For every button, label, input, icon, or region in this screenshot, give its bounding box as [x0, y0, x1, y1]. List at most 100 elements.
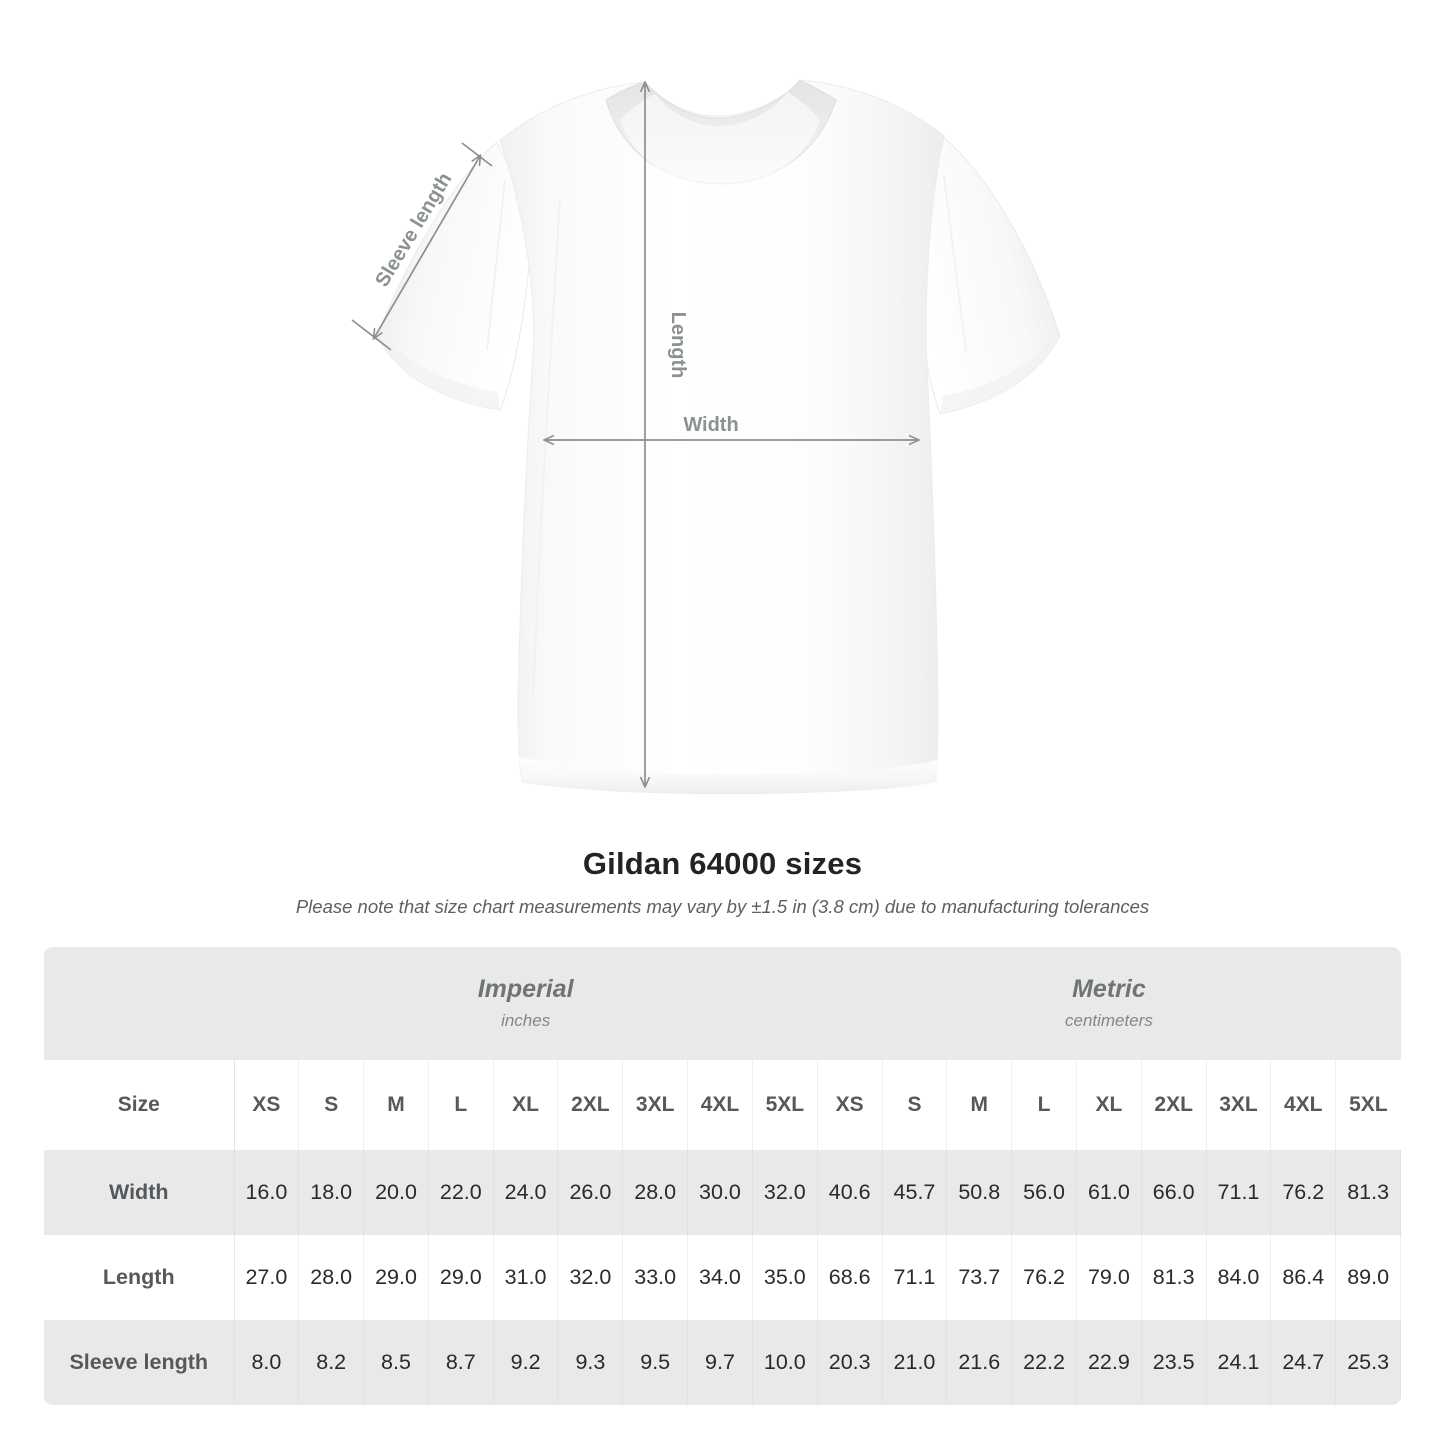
measurement-cell: 45.7 — [882, 1150, 948, 1235]
imperial-unit: inches — [501, 1011, 551, 1031]
measurement-cell: 76.2 — [1011, 1235, 1077, 1320]
tolerance-note: Please note that size chart measurements… — [295, 896, 1150, 918]
measurement-cell: 68.6 — [817, 1235, 883, 1320]
measurement-cell: 20.3 — [817, 1320, 883, 1405]
measurement-cell: 26.0 — [557, 1150, 624, 1235]
measurement-cell: 89.0 — [1335, 1235, 1401, 1320]
measurement-cell: 9.3 — [557, 1320, 624, 1405]
measurement-cell: 22.2 — [1011, 1320, 1077, 1405]
table-row: Length 27.0 28.0 29.0 29.0 31.0 32.0 33.0 34.0 35… — [44, 1235, 1401, 1320]
size-header-cell: 2XL — [557, 1060, 624, 1150]
measurement-cell: 24.1 — [1206, 1320, 1272, 1405]
size-header-cell: M — [363, 1060, 429, 1150]
measurement-cell: 56.0 — [1011, 1150, 1077, 1235]
measurement-cell: 24.7 — [1270, 1320, 1337, 1405]
size-header-cell: XS — [817, 1060, 883, 1150]
size-header-cell: 5XL — [752, 1060, 818, 1150]
measurement-label: Width — [44, 1150, 235, 1235]
sleeve-length-arrow — [374, 156, 480, 338]
measurement-cell: 71.1 — [882, 1235, 948, 1320]
size-header-cell: 4XL — [1270, 1060, 1337, 1150]
width-label: Width — [683, 414, 738, 436]
measurement-label: Sleeve length — [44, 1320, 235, 1405]
measurement-cell: 34.0 — [687, 1235, 753, 1320]
measurement-cell: 8.2 — [298, 1320, 365, 1405]
tshirt-garment — [376, 79, 1061, 795]
size-header-row: Size XS S M L XL 2XL 3XL 4XL 5XL XS S M L XL 2XL 3XL 4XL… — [44, 1060, 1401, 1150]
measurement-cell: 86.4 — [1270, 1235, 1337, 1320]
measurement-cell: 79.0 — [1076, 1235, 1142, 1320]
measurement-cell: 32.0 — [752, 1150, 818, 1235]
tshirt-diagram: Length Width Sleeve length — [351, 79, 1061, 795]
measurement-cell: 22.9 — [1076, 1320, 1142, 1405]
table-row: Width 16.0 18.0 20.0 22.0 24.0 26.0 28.0 30.0 32.… — [44, 1150, 1401, 1235]
sleeve-length-annotation — [351, 142, 493, 351]
measurement-cell: 29.0 — [363, 1235, 429, 1320]
imperial-name: Imperial — [477, 974, 574, 1003]
metric-unit: centimeters — [1064, 1011, 1153, 1031]
size-header-cell: 3XL — [1206, 1060, 1272, 1150]
measurement-cell: 66.0 — [1141, 1150, 1207, 1235]
measurement-cell: 32.0 — [557, 1235, 624, 1320]
heading-block: Gildan 64000 sizes Please note that size… — [0, 845, 1445, 919]
page-title: Gildan 64000 sizes — [582, 846, 863, 881]
measurement-cell: 18.0 — [298, 1150, 365, 1235]
size-header-cell: XL — [493, 1060, 559, 1150]
measurement-cell: 76.2 — [1270, 1150, 1337, 1235]
size-header-cell: XL — [1076, 1060, 1142, 1150]
measurement-cell: 9.5 — [622, 1320, 689, 1405]
length-label: Length — [667, 312, 689, 379]
metric-name: Metric — [1072, 974, 1146, 1003]
measurement-cell: 9.2 — [493, 1320, 559, 1405]
unit-system-imperial: Imperial inches — [234, 947, 818, 1060]
size-header-cell: XS — [234, 1060, 300, 1150]
measurement-cell: 31.0 — [493, 1235, 559, 1320]
measurement-cell: 61.0 — [1076, 1150, 1142, 1235]
measurement-cell: 81.3 — [1141, 1235, 1207, 1320]
measurement-cell: 8.7 — [428, 1320, 494, 1405]
measurement-cell: 84.0 — [1206, 1235, 1272, 1320]
measurement-cell: 25.3 — [1335, 1320, 1401, 1405]
measurement-cell: 35.0 — [752, 1235, 818, 1320]
measurement-cell: 27.0 — [234, 1235, 300, 1320]
measurement-cell: 8.0 — [234, 1320, 300, 1405]
size-header-cell: S — [298, 1060, 365, 1150]
measurement-cell: 9.7 — [687, 1320, 753, 1405]
measurement-cell: 10.0 — [752, 1320, 818, 1405]
measurement-cell: 40.6 — [817, 1150, 883, 1235]
size-header-cell: M — [946, 1060, 1013, 1150]
size-header-cell: 3XL — [622, 1060, 689, 1150]
size-header-cell: 5XL — [1335, 1060, 1401, 1150]
measurement-cell: 22.0 — [428, 1150, 494, 1235]
measurement-cell: 29.0 — [428, 1235, 494, 1320]
size-header-cell: L — [1011, 1060, 1077, 1150]
measurement-cell: 23.5 — [1141, 1320, 1207, 1405]
size-header-label: Size — [44, 1060, 235, 1150]
table-row: Sleeve length 8.0 8.2 8.5 8.7 9.2 9.3 9.5 9.7 10.… — [44, 1320, 1401, 1405]
measurement-cell: 81.3 — [1335, 1150, 1401, 1235]
size-table-container: Imperial inches Metric centimeters Size … — [44, 947, 1401, 1405]
measurement-cell: 73.7 — [946, 1235, 1013, 1320]
size-header-cell: L — [428, 1060, 494, 1150]
measurement-cell: 20.0 — [363, 1150, 429, 1235]
unit-system-metric: Metric centimeters — [817, 947, 1401, 1060]
size-table: Imperial inches Metric centimeters Size … — [44, 947, 1401, 1405]
measurement-cell: 28.0 — [298, 1235, 365, 1320]
size-header-cell: S — [882, 1060, 948, 1150]
measurement-cell: 50.8 — [946, 1150, 1013, 1235]
measurement-cell: 71.1 — [1206, 1150, 1272, 1235]
measurement-cell: 24.0 — [493, 1150, 559, 1235]
size-header-cell: 4XL — [687, 1060, 753, 1150]
measurement-cell: 21.6 — [946, 1320, 1013, 1405]
size-header-cell: 2XL — [1141, 1060, 1207, 1150]
unit-system-spacer — [44, 947, 234, 1060]
measurement-cell: 16.0 — [234, 1150, 300, 1235]
sleeve-tick-bottom — [351, 319, 392, 351]
measurement-cell: 33.0 — [622, 1235, 689, 1320]
measurement-cell: 28.0 — [622, 1150, 689, 1235]
unit-system-header-row: Imperial inches Metric centimeters — [44, 947, 1401, 1060]
measurement-label: Length — [44, 1235, 235, 1320]
measurement-cell: 21.0 — [882, 1320, 948, 1405]
measurement-cell: 8.5 — [363, 1320, 429, 1405]
